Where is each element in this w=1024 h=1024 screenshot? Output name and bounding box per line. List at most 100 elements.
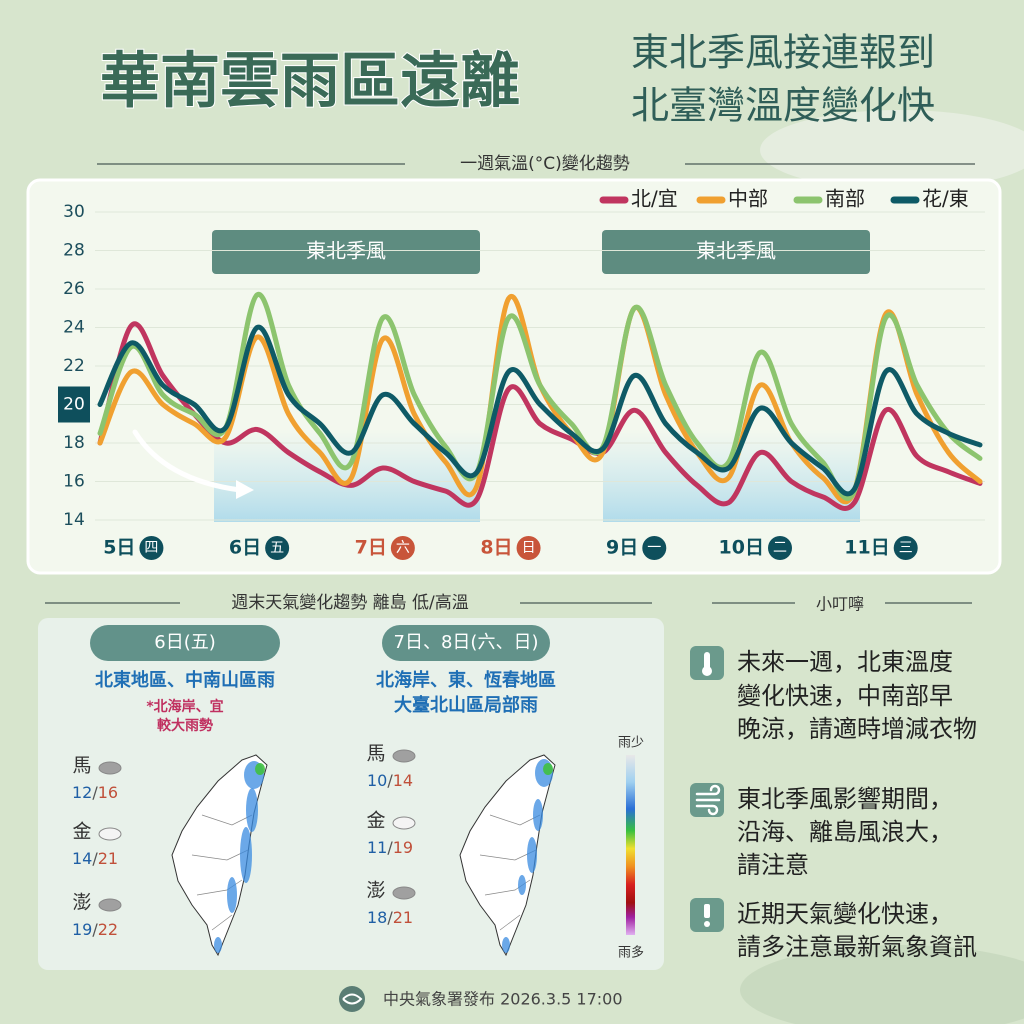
island-name: 馬: [366, 743, 385, 765]
rain-area: [214, 937, 222, 953]
temp-high: 14: [393, 771, 413, 790]
rain-legend-label: 雨多: [618, 945, 644, 961]
temp-separator: /: [387, 838, 393, 857]
island-temp: 11/19: [367, 838, 413, 857]
cloud-decoration: [760, 110, 1024, 190]
tips-title: 小叮嚀: [816, 595, 864, 614]
heavy-rain-area: [543, 763, 553, 775]
rain-note: 較大雨勢: [157, 717, 213, 734]
thermometer-bulb: [702, 666, 712, 676]
x-tick-label: 11日: [844, 537, 889, 559]
y-tick-label: 14: [63, 510, 85, 530]
weekday-label: 日: [522, 540, 536, 556]
cloud-icon: [98, 898, 122, 912]
subtitle: 東北季風接連報到: [631, 31, 935, 75]
map-borders: [479, 814, 541, 931]
temp-separator: /: [387, 908, 393, 927]
weekday-badge: [768, 536, 792, 560]
wind-icon: [695, 784, 721, 816]
weekday-badge: [265, 536, 290, 560]
monsoon-shade: [214, 430, 480, 522]
x-tick-label: 6日: [229, 537, 261, 559]
temp-low: 10: [367, 771, 387, 790]
rain-legend-bar: [626, 755, 635, 935]
island-temp: 12/16: [72, 783, 118, 802]
footer: 中央氣象署發布 2026.3.5 17:00: [383, 990, 623, 1009]
rain-area: [502, 937, 510, 953]
cloud-icon: [98, 827, 122, 841]
mountain-decoration: [740, 945, 1024, 1024]
island-temp: 18/21: [367, 908, 413, 927]
temp-high: 21: [98, 849, 118, 868]
legend-label: 中部: [728, 187, 768, 211]
rain-area: [527, 837, 537, 873]
island-temp: 19/22: [72, 920, 118, 939]
y-tick-label: 24: [63, 318, 85, 338]
temp-low: 11: [367, 838, 387, 857]
y-tick-label: 20: [63, 395, 85, 415]
x-tick-label: 8日: [480, 537, 512, 559]
tip-text: 沿海、離島風浪大，: [737, 818, 953, 846]
weekday-badge: [139, 536, 164, 560]
tip-text: 晚涼，請適時增減衣物: [737, 715, 977, 743]
y-tick-label: 22: [63, 356, 85, 376]
temp-low: 12: [72, 783, 92, 802]
weekday-label: 三: [899, 540, 913, 556]
legend-label: 花/東: [922, 187, 969, 211]
y-tick-label: 18: [63, 433, 85, 453]
weekday-label: 一: [647, 540, 661, 556]
rain-map: [171, 754, 268, 957]
x-tick-label: 7日: [355, 537, 387, 559]
weekday-label: 二: [773, 540, 787, 556]
main-title: 華南雲雨區遠離: [100, 47, 520, 117]
map-borders: [191, 814, 253, 931]
weekday-label: 六: [396, 540, 410, 556]
y-tick-label: 28: [63, 241, 85, 261]
weekday-badge: [893, 536, 918, 560]
temp-separator: /: [92, 920, 98, 939]
island-name: 金: [72, 821, 91, 843]
series-line: [97, 324, 983, 497]
temp-low: 18: [367, 908, 387, 927]
temp-low: 19: [72, 920, 92, 939]
rain-note: *北海岸、宜: [146, 698, 223, 715]
annotation-box: [602, 230, 870, 274]
alert-dot: [704, 921, 710, 927]
island-temp: 10/14: [367, 771, 413, 790]
x-tick-label: 9日: [606, 537, 638, 559]
lines: [97, 292, 983, 511]
cloud-icon: [392, 886, 416, 900]
date-pill: [90, 625, 280, 661]
thermometer-icon: [704, 652, 710, 670]
rain-area: [240, 827, 252, 883]
rain-summary: 北海岸、東、恆春地區: [376, 669, 556, 691]
panel-title: 週末天氣變化趨勢 離島 低/高溫: [231, 593, 469, 613]
tip-text: 未來一週，北東溫度: [737, 648, 953, 676]
island-temp: 14/21: [72, 849, 118, 868]
tip-text: 請多注意最新氣象資訊: [737, 933, 977, 961]
island-name: 澎: [366, 880, 385, 902]
temp-separator: /: [92, 783, 98, 802]
island-name: 馬: [72, 755, 91, 777]
trend-arrow: [132, 429, 243, 493]
island-name: 金: [366, 810, 385, 832]
weekday-badge: [642, 536, 667, 560]
grid: 14 16 18 20 22 24 26 28 30 5日四 6日五 7日六 8日日 9日一 10日二 11日…: [58, 202, 985, 560]
alert-icon: [704, 904, 710, 918]
highlight-tick-box: [58, 386, 90, 423]
weekend-columns: 6日(五)北東地區、中南山區雨*北海岸、宜較大雨勢馬12/16金14/21澎19…: [72, 625, 556, 957]
y-tick-label: 26: [63, 279, 85, 299]
heavy-rain-area: [255, 763, 265, 775]
date-label: 6日(五): [154, 632, 216, 653]
temp-separator: /: [92, 849, 98, 868]
legend-label: 北/宜: [631, 187, 678, 211]
weekday-label: 四: [144, 540, 158, 556]
temp-separator: /: [387, 771, 393, 790]
legend-label: 南部: [825, 187, 865, 211]
island-name: 澎: [72, 892, 91, 914]
x-tick-label: 5日: [103, 537, 135, 559]
tip-text: 變化快速，中南部早: [737, 682, 953, 710]
